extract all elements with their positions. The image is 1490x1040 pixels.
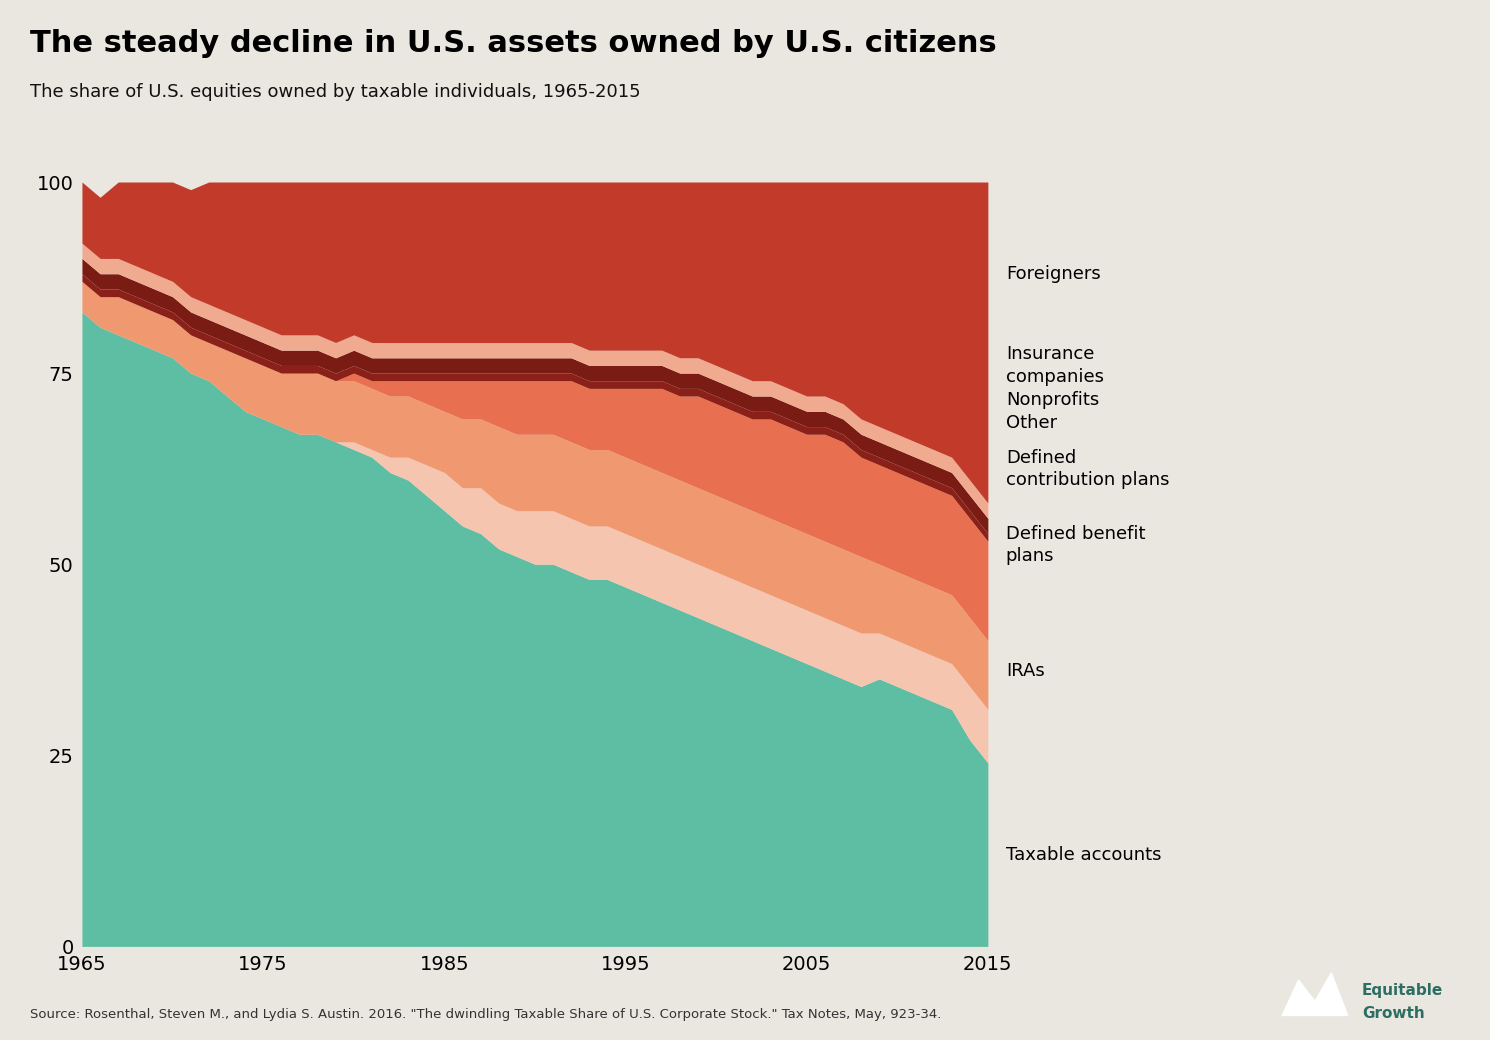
Text: Other: Other (1006, 414, 1056, 432)
Text: Source: Rosenthal, Steven M., and Lydia S. Austin. 2016. "The dwindling Taxable : Source: Rosenthal, Steven M., and Lydia … (30, 1009, 942, 1021)
Text: IRAs: IRAs (1006, 662, 1044, 680)
Text: Taxable accounts: Taxable accounts (1006, 846, 1161, 863)
Text: Defined
contribution plans: Defined contribution plans (1006, 448, 1170, 489)
Text: Growth: Growth (1362, 1007, 1424, 1021)
Text: The share of U.S. equities owned by taxable individuals, 1965-2015: The share of U.S. equities owned by taxa… (30, 83, 641, 101)
Text: Nonprofits: Nonprofits (1006, 391, 1100, 409)
Text: The steady decline in U.S. assets owned by U.S. citizens: The steady decline in U.S. assets owned … (30, 29, 997, 58)
Text: Foreigners: Foreigners (1006, 265, 1101, 283)
Text: Defined benefit
plans: Defined benefit plans (1006, 525, 1146, 565)
Text: Equitable: Equitable (1362, 983, 1444, 997)
Text: Insurance
companies: Insurance companies (1006, 345, 1104, 386)
Polygon shape (1281, 973, 1348, 1015)
